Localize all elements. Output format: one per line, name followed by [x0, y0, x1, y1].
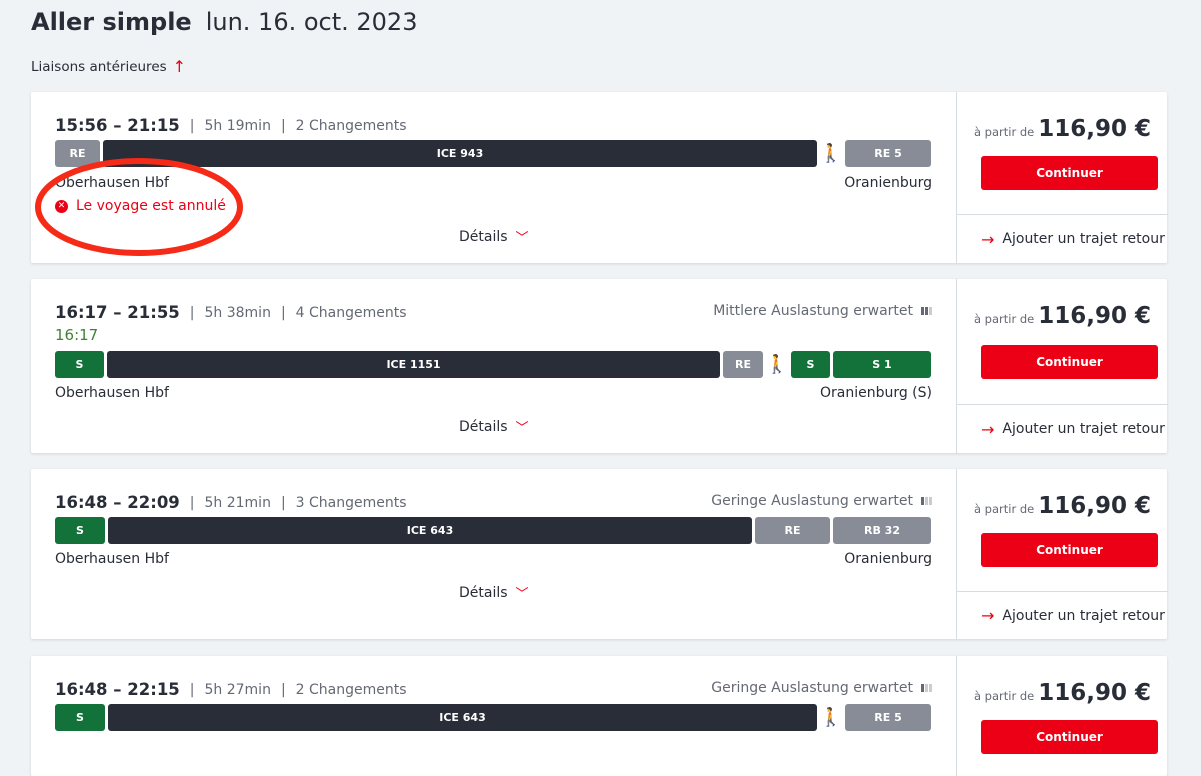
details-toggle[interactable]: Détails ﹀: [459, 417, 529, 437]
occupancy: Geringe Auslastung erwartet: [711, 680, 932, 696]
walk-icon: 🚶: [765, 354, 789, 375]
continue-button[interactable]: Continuer: [981, 533, 1158, 567]
price-value: 116,90 €: [1038, 680, 1151, 706]
occupancy-text: Geringe Auslastung erwartet: [711, 680, 913, 696]
details-label: Détails: [459, 418, 508, 435]
destination-station: Oranienburg: [844, 551, 932, 567]
journey-time: 16:17 – 21:55: [55, 303, 180, 322]
segment-re: RE: [723, 351, 763, 378]
earlier-connections-link[interactable]: Liaisons antérieures ↑: [31, 57, 186, 76]
price: à partir de 116,90 €: [957, 116, 1168, 142]
chevron-down-icon: ﹀: [515, 587, 529, 602]
price: à partir de 116,90 €: [957, 680, 1168, 706]
price-prefix: à partir de: [973, 125, 1035, 139]
segment-s: S: [55, 351, 104, 378]
return-label: Ajouter un trajet retour: [1002, 607, 1165, 624]
arrow-right-icon: →: [981, 606, 995, 625]
return-label: Ajouter un trajet retour: [1002, 421, 1165, 437]
segment-s: S: [791, 351, 830, 378]
changes: 3 Changements: [295, 494, 407, 511]
changes: 2 Changements: [295, 681, 407, 698]
arrow-right-icon: →: [981, 419, 995, 439]
occupancy-text: Mittlere Auslastung erwartet: [713, 303, 913, 319]
return-label: Ajouter un trajet retour: [1002, 231, 1165, 247]
segment-ice: ICE 943: [103, 140, 817, 167]
segment-re: RE: [755, 517, 830, 544]
destination-station: Oranienburg (S): [819, 385, 932, 401]
journey-time: 15:56 – 21:15: [55, 116, 180, 135]
journey-bar: S ICE 1151 RE 🚶 S S 1: [55, 351, 931, 378]
origin-station: Oberhausen Hbf: [55, 175, 169, 191]
price: à partir de 116,90 €: [957, 303, 1168, 329]
segment-rb32: RB 32: [833, 517, 931, 544]
continue-button[interactable]: Continuer: [981, 345, 1158, 379]
price-prefix: à partir de: [973, 689, 1035, 703]
occupancy: Geringe Auslastung erwartet: [711, 493, 932, 509]
destination-station: Oranienburg: [844, 175, 932, 191]
duration: 5h 21min: [204, 494, 271, 511]
earlier-label: Liaisons antérieures: [31, 58, 167, 75]
chevron-down-icon: ﹀: [515, 231, 529, 246]
add-return-button[interactable]: → Ajouter un trajet retour: [957, 591, 1168, 639]
arrow-up-icon: ↑: [172, 57, 187, 76]
segment-ice: ICE 643: [108, 704, 817, 731]
changes: 4 Changements: [295, 304, 407, 321]
segment-re: RE: [55, 140, 100, 167]
add-return-button[interactable]: → Ajouter un trajet retour: [957, 404, 1168, 453]
walk-icon: 🚶: [819, 143, 843, 164]
price-prefix: à partir de: [973, 312, 1035, 326]
journey-bar: RE ICE 943 🚶 RE 5: [55, 140, 931, 167]
origin-station: Oberhausen Hbf: [55, 385, 169, 401]
origin-station: Oberhausen Hbf: [55, 551, 169, 567]
details-label: Détails: [459, 584, 508, 601]
duration: 5h 38min: [204, 304, 271, 321]
add-return-button[interactable]: → Ajouter un trajet retour: [957, 214, 1168, 263]
occupancy-text: Geringe Auslastung erwartet: [711, 493, 913, 509]
changes: 2 Changements: [295, 117, 407, 134]
details-label: Détails: [459, 228, 508, 245]
journey-summary: 15:56 – 21:15 | 5h 19min | 2 Changements: [55, 116, 407, 135]
walk-icon: 🚶: [819, 707, 843, 728]
price-prefix: à partir de: [973, 502, 1035, 516]
occupancy: Mittlere Auslastung erwartet: [713, 303, 932, 319]
continue-button[interactable]: Continuer: [981, 720, 1158, 754]
journey-card: 16:48 – 22:09 | 5h 21min | 3 Changements Ger…: [31, 469, 1168, 639]
details-toggle[interactable]: Détails ﹀: [459, 227, 529, 247]
journey-card: 16:48 – 22:15 | 5h 27min | 2 Changements Ger…: [31, 656, 1167, 776]
continue-button[interactable]: Continuer: [981, 156, 1158, 190]
segment-re5: RE 5: [845, 704, 931, 731]
details-toggle[interactable]: Détails ﹀: [459, 583, 529, 603]
journey-card: 15:56 – 21:15 | 5h 19min | 2 Changements RE …: [31, 92, 1168, 263]
price-value: 116,90 €: [1038, 493, 1151, 519]
journey-time: 16:48 – 22:09: [55, 493, 180, 512]
occupancy-icon: [921, 684, 932, 692]
realtime-departure: 16:17: [55, 326, 99, 344]
title: Aller simple: [31, 8, 192, 36]
travel-date: lun. 16. oct. 2023: [205, 8, 418, 36]
journey-card: 16:17 – 21:55 | 5h 38min | 4 Changements Mit…: [31, 279, 1168, 453]
occupancy-icon: [921, 497, 932, 505]
chevron-down-icon: ﹀: [515, 421, 529, 436]
duration: 5h 27min: [204, 681, 271, 698]
segment-re5: RE 5: [845, 140, 931, 167]
segment-s: S: [55, 704, 105, 731]
price-value: 116,90 €: [1038, 116, 1151, 142]
arrow-right-icon: →: [981, 229, 995, 249]
segment-ice: ICE 1151: [107, 351, 720, 378]
journey-time: 16:48 – 22:15: [55, 680, 180, 699]
segment-s: S: [55, 517, 105, 544]
duration: 5h 19min: [204, 117, 271, 134]
occupancy-icon: [921, 307, 932, 315]
price-value: 116,90 €: [1038, 303, 1151, 329]
price: à partir de 116,90 €: [957, 493, 1168, 519]
status-text: Le voyage est annulé: [76, 198, 226, 214]
cancel-status: ✕ Le voyage est annulé: [55, 198, 226, 214]
journey-bar: S ICE 643 RE RB 32: [55, 517, 931, 544]
error-icon: ✕: [55, 199, 68, 213]
page-title: Aller simple lun. 16. oct. 2023: [31, 8, 417, 36]
segment-s1: S 1: [833, 351, 931, 378]
journey-bar: S ICE 643 🚶 RE 5: [55, 704, 931, 731]
segment-ice: ICE 643: [108, 517, 752, 544]
